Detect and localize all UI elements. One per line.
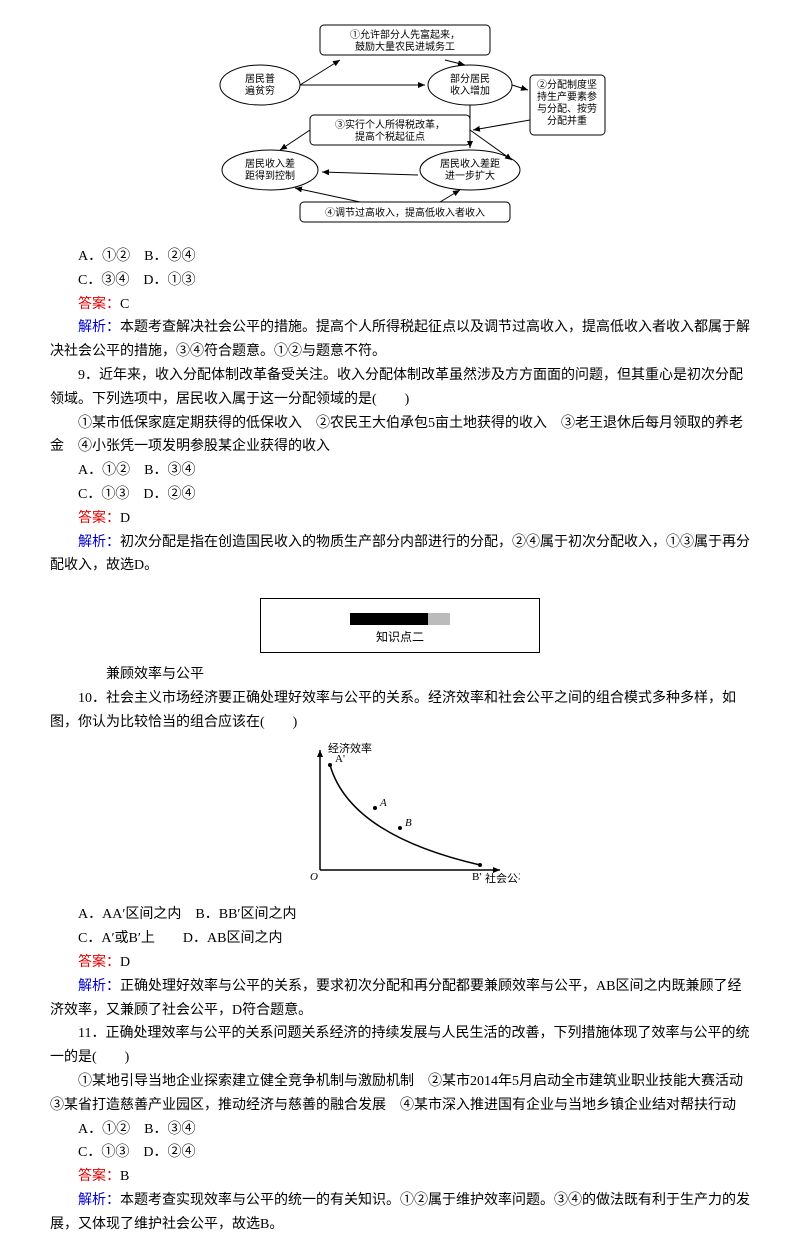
q11-items: ①某地引导当地企业探索建立健全竞争机制与激励机制 ②某市2014年5月启动全市建… <box>50 1070 750 1118</box>
answer-label: 答案： <box>78 511 120 526</box>
origin-label: O <box>310 871 318 883</box>
node-right-top: 部分居民 <box>450 72 490 85</box>
q9-answer: 答案：D <box>50 507 750 531</box>
answer-label: 答案： <box>78 297 120 312</box>
svg-text:与分配、按劳: 与分配、按劳 <box>537 102 597 115</box>
knowledge-box: 知识点二 <box>260 598 540 653</box>
flowchart-diagram: ①允许部分人先富起来， 鼓励大量农民进城务工 居民普 遍贫穷 部分居民 收入增加… <box>190 20 610 230</box>
answer-label: 答案： <box>78 1169 120 1184</box>
q8-answer-value: C <box>120 297 129 312</box>
q11-option-a: A．①② B．③④ <box>50 1118 750 1142</box>
point-a: A <box>379 797 387 809</box>
node-center: ③实行个人所得税改革， <box>335 118 445 131</box>
svg-text:距得到控制: 距得到控制 <box>245 169 295 182</box>
svg-text:鼓励大量农民进城务工: 鼓励大量农民进城务工 <box>355 40 455 53</box>
q8-answer: 答案：C <box>50 293 750 317</box>
svg-text:遍贫穷: 遍贫穷 <box>245 84 275 97</box>
progress-bar-icon <box>350 613 450 625</box>
q11-analysis: 解析：本题考查实现效率与公平的统一的有关知识。①②属于维护效率问题。③④的做法既… <box>50 1189 750 1237</box>
analysis-label: 解析： <box>78 535 120 550</box>
q8-option-c: C．③④ D．①③ <box>50 269 750 293</box>
q9-answer-value: D <box>120 511 130 526</box>
knowledge-title: 兼顾效率与公平 <box>50 663 750 687</box>
q11-answer-value: B <box>120 1169 129 1184</box>
q11-option-c: C．①③ D．②④ <box>50 1141 750 1165</box>
q10-analysis: 解析：正确处理好效率与公平的关系，要求初次分配和再分配都要兼顾效率与公平，AB区… <box>50 975 750 1023</box>
q10-option-c: C．A′或B′上 D．AB区间之内 <box>50 927 750 951</box>
q10-answer: 答案：D <box>50 951 750 975</box>
svg-text:提高个税起征点: 提高个税起征点 <box>355 130 425 143</box>
x-axis-label: 社会公平 <box>485 871 520 885</box>
node-right-bottom: 居民收入差距 <box>440 157 500 170</box>
svg-text:分配并重: 分配并重 <box>547 114 587 127</box>
q9-items: ①某市低保家庭定期获得的低保收入 ②农民王大伯承包5亩土地获得的收入 ③老王退休… <box>50 412 750 460</box>
svg-text:收入增加: 收入增加 <box>450 84 490 97</box>
analysis-label: 解析： <box>78 1193 120 1208</box>
q10-stem: 10．社会主义市场经济要正确处理好效率与公平的关系。经济效率和社会公平之间的组合… <box>50 687 750 735</box>
q10-answer-value: D <box>120 955 130 970</box>
node-left-bottom: 居民收入差 <box>245 157 295 170</box>
point-b: B <box>405 817 412 829</box>
analysis-label: 解析： <box>78 979 120 994</box>
node-left-top: 居民普 <box>245 72 275 85</box>
q11-analysis-text: 本题考查实现效率与公平的统一的有关知识。①②属于维护效率问题。③④的做法既有利于… <box>50 1193 750 1232</box>
q10-analysis-text: 正确处理好效率与公平的关系，要求初次分配和再分配都要兼顾效率与公平，AB区间之内… <box>50 979 741 1018</box>
q9-option-a: A．①② B．③④ <box>50 459 750 483</box>
node-bottom: ④调节过高收入，提高低收入者收入 <box>325 206 485 219</box>
answer-label: 答案： <box>78 955 120 970</box>
y-axis-label: 经济效率 <box>328 741 372 755</box>
q11-answer: 答案：B <box>50 1165 750 1189</box>
q8-analysis: 解析：本题考查解决社会公平的措施。提高个人所得税起征点以及调节过高收入，提高低收… <box>50 316 750 364</box>
analysis-label: 解析： <box>78 320 120 335</box>
svg-text:进一步扩大: 进一步扩大 <box>445 169 495 182</box>
q8-analysis-text: 本题考查解决社会公平的措施。提高个人所得税起征点以及调节过高收入，提高低收入者收… <box>50 320 750 359</box>
q9-analysis: 解析：初次分配是指在创造国民收入的物质生产部分内部进行的分配，②④属于初次分配收… <box>50 531 750 579</box>
svg-text:持生产要素参: 持生产要素参 <box>537 90 597 103</box>
node-top: ①允许部分人先富起来， <box>350 28 460 41</box>
knowledge-label: 知识点二 <box>376 627 424 647</box>
q9-option-c: C．①③ D．②④ <box>50 483 750 507</box>
q11-stem: 11．正确处理效率与公平的关系问题关系经济的持续发展与人民生活的改善，下列措施体… <box>50 1022 750 1070</box>
efficiency-fairness-chart: A' A B B' 经济效率 社会公平 O <box>280 740 520 899</box>
point-b-prime: B' <box>472 871 481 883</box>
q9-analysis-text: 初次分配是指在创造国民收入的物质生产部分内部进行的分配，②④属于初次分配收入，①… <box>50 535 750 574</box>
q9-stem: 9．近年来，收入分配体制改革备受关注。收入分配体制改革虽然涉及方方面面的问题，但… <box>50 364 750 412</box>
node-right-side: ②分配制度坚 <box>537 78 597 91</box>
q10-option-a: A．AA′区间之内 B．BB′区间之内 <box>50 903 750 927</box>
q8-option-a: A．①② B．②④ <box>50 245 750 269</box>
